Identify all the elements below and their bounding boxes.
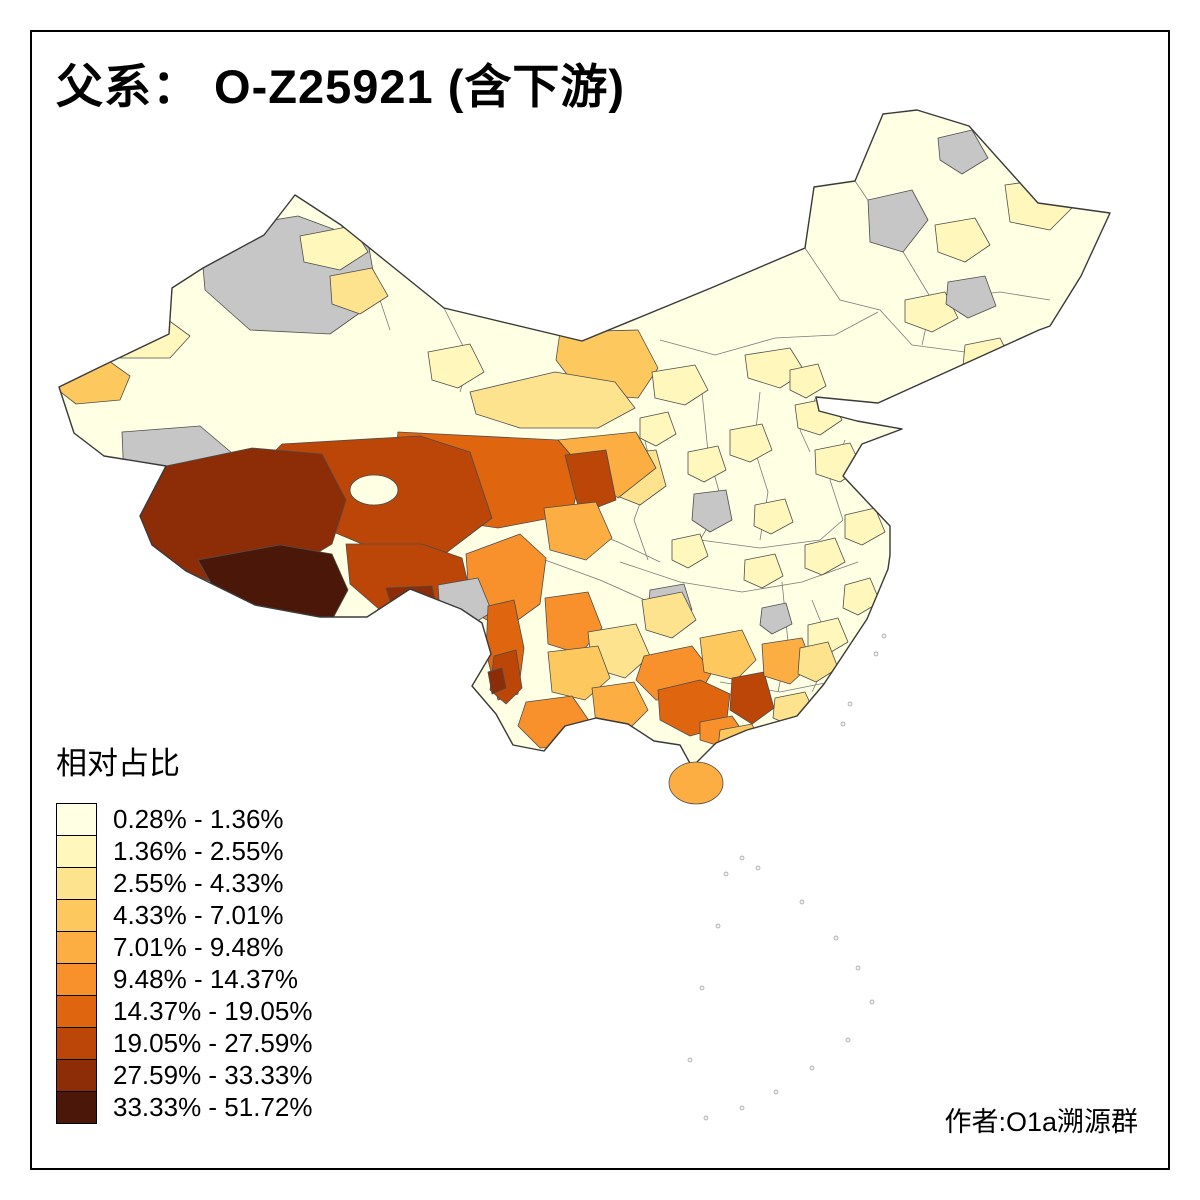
legend-swatch (56, 1059, 97, 1092)
legend-row: 1.36% - 2.55% (56, 835, 312, 868)
legend-swatch (56, 867, 97, 900)
legend-swatch (56, 931, 97, 964)
legend-swatch (56, 963, 97, 996)
map-region (385, 585, 439, 621)
legend-label: 1.36% - 2.55% (113, 836, 284, 866)
island (703, 1115, 709, 1121)
legend-swatch (56, 1091, 97, 1124)
province-boundary (659, 311, 879, 356)
map-region (487, 667, 507, 695)
province-boundary (699, 519, 844, 549)
map-region (197, 544, 349, 623)
legend-label: 19.05% - 27.59% (113, 1028, 313, 1058)
map-region (945, 275, 997, 319)
legend-row: 2.55% - 4.33% (56, 867, 312, 900)
map-region (651, 364, 709, 406)
legend-row: 0.28% - 1.36% (56, 803, 312, 836)
map-region (729, 671, 775, 725)
legend-label: 33.33% - 51.72% (113, 1092, 313, 1122)
map-region (804, 537, 846, 576)
legend: 相对占比 0.28% - 1.36% 1.36% - 2.55% 2.55% -… (56, 738, 312, 1124)
map-region (789, 363, 827, 399)
legend-label: 2.55% - 4.33% (113, 868, 284, 898)
island (715, 923, 721, 929)
island (869, 999, 875, 1005)
island (687, 1057, 693, 1063)
legend-row: 9.48% - 14.37% (56, 963, 312, 996)
map-region (753, 498, 794, 535)
island (845, 1037, 851, 1043)
legend-row: 14.37% - 19.05% (56, 995, 312, 1028)
figure-title: 父系： O-Z25921 (含下游) (56, 60, 626, 113)
map-region (427, 343, 485, 389)
map-region-taiwan (866, 672, 891, 731)
legend-swatch (56, 803, 97, 836)
legend-swatch (56, 995, 97, 1028)
legend-row: 33.33% - 51.72% (56, 1091, 312, 1124)
map-region (691, 489, 733, 533)
map-region (699, 629, 757, 681)
map-region (641, 591, 697, 639)
legend-swatch (56, 835, 97, 868)
legend-row: 7.01% - 9.48% (56, 931, 312, 964)
island (873, 651, 879, 657)
map-region (671, 533, 709, 569)
province-boundary (619, 561, 859, 593)
map-region (842, 577, 881, 616)
map-region (469, 371, 636, 429)
map-region (797, 641, 839, 683)
map-region (867, 189, 929, 253)
map-region (564, 449, 617, 515)
island (855, 965, 861, 971)
island-specks (687, 633, 887, 1121)
map-region (349, 474, 399, 506)
map-region (639, 411, 677, 447)
island (773, 1089, 779, 1095)
map-region (729, 423, 773, 463)
island (809, 1065, 815, 1071)
map-region (904, 291, 959, 333)
legend-swatch (56, 899, 97, 932)
map-region (687, 445, 727, 483)
map-region (743, 553, 784, 589)
legend-label: 7.01% - 9.48% (113, 932, 284, 962)
province-boundary (544, 559, 646, 601)
province-boundary (804, 247, 913, 346)
legend-label: 27.59% - 33.33% (113, 1060, 313, 1090)
island (881, 633, 887, 639)
map-region (759, 602, 793, 635)
map-region (937, 129, 989, 175)
legend-row: 4.33% - 7.01% (56, 899, 312, 932)
legend-label: 9.48% - 14.37% (113, 964, 299, 994)
map-region-hainan (668, 761, 724, 805)
island (799, 899, 805, 905)
map-region (543, 501, 613, 561)
island (833, 935, 839, 941)
island (699, 985, 705, 991)
legend-label: 14.37% - 19.05% (113, 996, 313, 1026)
island (723, 871, 729, 877)
island (847, 701, 853, 707)
attribution-text: 作者:O1a溯源群 (944, 1107, 1138, 1137)
legend-swatch (56, 1027, 97, 1060)
island (739, 1105, 745, 1111)
legend-label: 4.33% - 7.01% (113, 900, 284, 930)
map-region (329, 267, 389, 315)
island (739, 855, 745, 861)
legend-row: 19.05% - 27.59% (56, 1027, 312, 1060)
legend-title: 相对占比 (56, 746, 180, 781)
legend-label: 0.28% - 1.36% (113, 804, 284, 834)
island (755, 865, 761, 871)
legend-row: 27.59% - 33.33% (56, 1059, 312, 1092)
map-region (934, 217, 991, 263)
map-region (844, 507, 886, 546)
map-regions (59, 129, 1076, 757)
island (840, 721, 846, 727)
